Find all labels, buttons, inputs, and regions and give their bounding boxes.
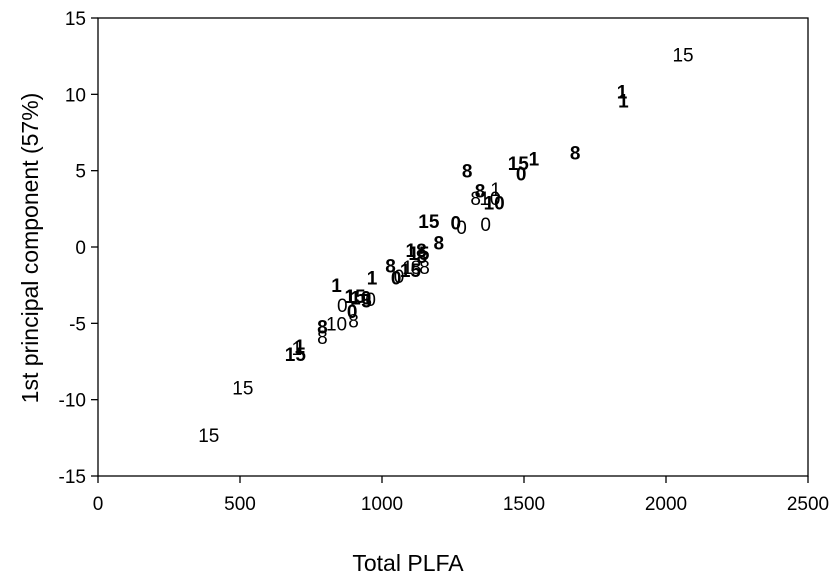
data-point: 0 bbox=[480, 215, 491, 236]
data-point: 8 bbox=[348, 311, 359, 332]
x-tick-label: 0 bbox=[93, 494, 104, 515]
data-point: 15 bbox=[232, 378, 253, 399]
data-point: 8 bbox=[434, 233, 445, 254]
data-point: 8 bbox=[470, 189, 481, 210]
x-axis-title: Total PLFA bbox=[352, 550, 464, 576]
data-point: 15 bbox=[508, 154, 530, 175]
data-point: 8 bbox=[317, 328, 328, 349]
data-point: 8 bbox=[411, 258, 422, 279]
data-point: 8 bbox=[419, 258, 430, 279]
y-tick-label: 5 bbox=[75, 162, 86, 183]
data-point: 15 bbox=[344, 287, 366, 308]
data-point: 1 bbox=[367, 269, 378, 290]
data-point: 18 bbox=[406, 241, 427, 262]
plot-frame bbox=[97, 17, 809, 477]
y-axis-title: 1st principal component (57%) bbox=[17, 93, 43, 404]
data-point: 15 bbox=[672, 46, 693, 67]
y-tick-label: 10 bbox=[65, 85, 86, 106]
data-point: 1 bbox=[294, 337, 305, 358]
data-point: 1 bbox=[490, 180, 501, 201]
data-point: 15 bbox=[285, 345, 307, 366]
data-point: 1 bbox=[292, 339, 303, 360]
y-tick-label: 15 bbox=[65, 9, 86, 30]
data-point: 10 bbox=[484, 194, 505, 215]
data-point: 1 bbox=[618, 91, 629, 112]
data-point: 0 bbox=[347, 302, 358, 323]
data-point: 0 bbox=[337, 296, 348, 317]
x-tick-label: 2500 bbox=[787, 494, 829, 515]
data-point: 8 bbox=[462, 162, 473, 183]
data-point: 8 bbox=[416, 247, 427, 268]
x-tick-label: 1000 bbox=[361, 494, 403, 515]
data-point: 8 bbox=[317, 317, 328, 338]
data-point: 1 bbox=[345, 287, 356, 308]
data-point: 0 bbox=[365, 290, 376, 311]
data-point: 1 bbox=[331, 276, 342, 297]
data-point: 8 bbox=[475, 182, 486, 203]
data-point: 0 bbox=[456, 218, 467, 239]
data-point: 15 bbox=[400, 261, 422, 282]
data-point: 1 bbox=[617, 82, 628, 103]
data-point: 15 bbox=[418, 212, 440, 233]
y-tick-label: 0 bbox=[75, 238, 86, 259]
data-point: 0 bbox=[451, 214, 462, 235]
y-tick-label: -5 bbox=[69, 314, 86, 335]
data-point: 10 bbox=[350, 288, 371, 309]
y-tick-label: -10 bbox=[59, 391, 86, 412]
data-point: 0 bbox=[394, 267, 405, 288]
data-point: 0 bbox=[516, 165, 527, 186]
y-tick-label: -15 bbox=[59, 467, 86, 488]
x-tick-label: 500 bbox=[224, 494, 256, 515]
x-tick-label: 1500 bbox=[503, 494, 545, 515]
data-point: 1 bbox=[402, 258, 413, 279]
data-point: 5 bbox=[361, 291, 372, 312]
data-point: 10 bbox=[479, 189, 500, 210]
x-tick-label: 2000 bbox=[645, 494, 687, 515]
data-point: 15 bbox=[198, 426, 219, 447]
data-point: 0 bbox=[391, 269, 402, 290]
data-point: 8 bbox=[570, 143, 581, 164]
data-point: 1 bbox=[529, 149, 540, 170]
data-point: 8 bbox=[385, 256, 396, 277]
data-point: 15 bbox=[408, 244, 430, 265]
data-point: 10 bbox=[326, 314, 347, 335]
